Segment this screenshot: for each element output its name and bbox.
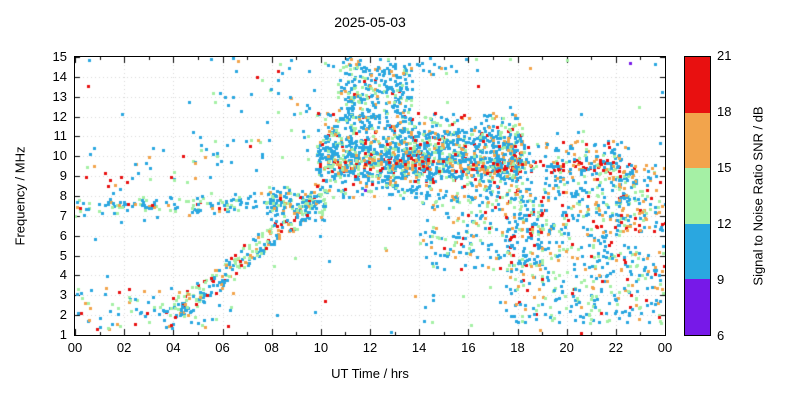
y-axis-label: Frequency / MHz	[12, 146, 28, 246]
y-tick-label: 1	[59, 327, 67, 342]
colorbar-tick-label: 18	[717, 104, 732, 119]
chart-title: 2025-05-03	[334, 14, 406, 30]
y-tick-label: 15	[52, 49, 67, 64]
colorbar-segment	[685, 57, 710, 113]
y-tick-label: 14	[52, 68, 67, 84]
y-tick-label: 10	[52, 148, 67, 164]
x-axis-label: UT Time / hrs	[331, 366, 409, 381]
colorbar	[684, 56, 711, 336]
colorbar-tick-label: 6	[717, 328, 725, 343]
x-tick-label: 02	[116, 340, 132, 355]
scatter-canvas	[75, 57, 665, 335]
x-tick-label: 22	[608, 340, 624, 355]
x-tick-label: 06	[215, 340, 230, 355]
y-tick-label: 6	[59, 227, 67, 243]
colorbar-tick-label: 21	[717, 48, 732, 63]
y-tick-label: 12	[52, 108, 67, 124]
x-tick-label: 16	[461, 340, 476, 355]
colorbar-tick-label: 12	[717, 216, 732, 231]
colorbar-label: Signal to Noise Ratio SNR / dB	[750, 106, 766, 286]
y-tick-label: 5	[59, 247, 67, 263]
colorbar-segment	[685, 112, 710, 169]
y-tick-label: 2	[59, 307, 67, 323]
x-tick-label: 20	[559, 340, 574, 355]
y-tick-label: 9	[59, 168, 67, 184]
colorbar-tick-label: 15	[717, 160, 732, 175]
x-tick-label: 18	[510, 340, 525, 355]
x-tick-label: 00	[657, 340, 673, 355]
x-tick-label: 10	[313, 340, 329, 355]
y-tick-label: 8	[59, 188, 67, 203]
x-tick-label: 14	[411, 340, 427, 355]
y-tick-label: 11	[53, 128, 68, 144]
x-tick-label: 12	[362, 340, 378, 355]
colorbar-segment	[685, 279, 710, 335]
colorbar-segment	[685, 168, 710, 224]
y-tick-label: 13	[52, 88, 67, 104]
y-tick-label: 7	[59, 207, 67, 223]
y-tick-label: 4	[59, 267, 67, 283]
y-tick-label: 3	[59, 287, 67, 303]
x-tick-label: 00	[67, 340, 83, 355]
colorbar-tick-label: 9	[717, 272, 725, 287]
colorbar-segment	[685, 223, 710, 280]
x-tick-label: 04	[166, 340, 181, 355]
x-tick-label: 08	[264, 340, 279, 355]
plot-area	[74, 56, 666, 336]
